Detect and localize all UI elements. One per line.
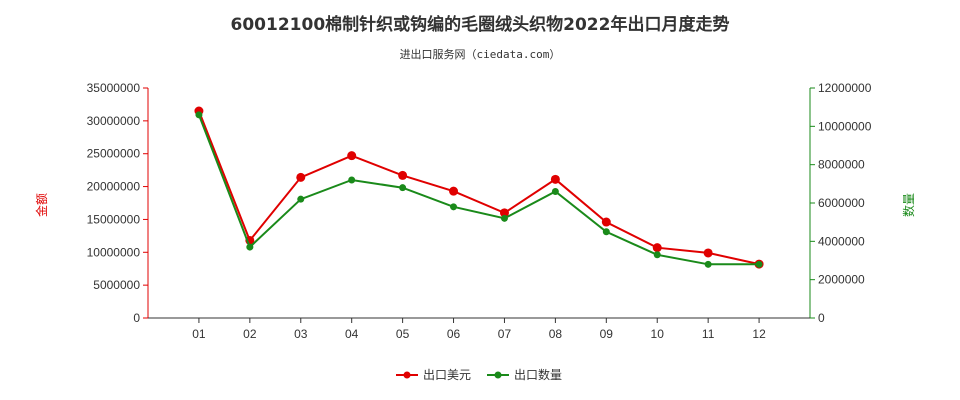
data-point bbox=[500, 214, 508, 222]
left-y-tick-label: 0 bbox=[133, 311, 140, 325]
left-y-tick-label: 35000000 bbox=[87, 81, 141, 95]
right-y-tick-label: 6000000 bbox=[818, 196, 865, 210]
x-tick-label: 06 bbox=[447, 327, 461, 341]
left-y-ticks: 0 5000000 10000000 15000000 20000000 25000000… bbox=[87, 81, 148, 325]
right-y-tick-label: 4000000 bbox=[818, 234, 865, 248]
series-export-quantity bbox=[195, 111, 763, 268]
legend-marker bbox=[403, 371, 411, 379]
right-y-tick-label: 0 bbox=[818, 311, 825, 325]
left-y-tick-label: 25000000 bbox=[87, 147, 141, 161]
right-axis-title: 数量 bbox=[901, 193, 916, 217]
x-tick-label: 01 bbox=[192, 327, 206, 341]
data-point bbox=[653, 251, 661, 259]
legend-label: 出口美元 bbox=[423, 368, 471, 382]
legend-label: 出口数量 bbox=[514, 367, 562, 382]
data-point bbox=[296, 172, 306, 182]
right-y-tick-label: 12000000 bbox=[818, 81, 872, 95]
data-point bbox=[399, 184, 407, 192]
x-tick-label: 03 bbox=[294, 327, 308, 341]
series-line bbox=[197, 114, 760, 266]
data-point bbox=[450, 203, 458, 211]
legend: 出口美元 出口数量 bbox=[396, 367, 562, 382]
left-y-tick-label: 10000000 bbox=[87, 245, 141, 259]
chart-subtitle: 进出口服务网（ciedata.com） bbox=[400, 47, 561, 61]
data-point bbox=[449, 186, 459, 196]
x-tick-label: 09 bbox=[600, 327, 614, 341]
left-y-tick-label: 30000000 bbox=[87, 114, 141, 128]
left-y-tick-label: 5000000 bbox=[93, 278, 140, 292]
legend-marker bbox=[494, 371, 502, 379]
legend-item-export-usd: 出口美元 bbox=[396, 368, 471, 382]
x-tick-label: 12 bbox=[752, 327, 766, 341]
chart-title: 60012100棉制针织或钩编的毛圈绒头织物2022年出口月度走势 bbox=[231, 14, 730, 35]
series-export-usd bbox=[194, 106, 764, 269]
x-tick-label: 11 bbox=[702, 327, 715, 341]
right-y-ticks: 0 2000000 4000000 6000000 8000000 10000000 120… bbox=[810, 81, 872, 325]
legend-item-export-quantity: 出口数量 bbox=[487, 367, 562, 382]
data-point bbox=[755, 260, 763, 268]
right-y-tick-label: 2000000 bbox=[818, 273, 865, 287]
x-tick-label: 05 bbox=[396, 327, 410, 341]
x-tick-label: 07 bbox=[498, 327, 512, 341]
x-tick-label: 02 bbox=[243, 327, 257, 341]
data-point bbox=[704, 260, 712, 268]
data-point bbox=[601, 217, 611, 227]
data-point bbox=[550, 174, 560, 184]
x-tick-label: 04 bbox=[345, 327, 359, 341]
data-point bbox=[347, 151, 357, 161]
data-point bbox=[551, 188, 559, 195]
right-y-tick-label: 10000000 bbox=[818, 119, 872, 133]
data-point bbox=[195, 111, 203, 119]
series-line bbox=[197, 110, 760, 266]
data-point bbox=[297, 195, 305, 203]
x-tick-label: 10 bbox=[651, 327, 665, 341]
x-ticks: 01 02 03 04 05 06 07 08 09 10 11 12 bbox=[192, 318, 766, 341]
data-point bbox=[499, 208, 509, 218]
data-point bbox=[348, 176, 356, 184]
data-point bbox=[703, 248, 713, 258]
data-point bbox=[652, 243, 662, 253]
left-y-tick-label: 15000000 bbox=[87, 212, 141, 226]
right-y-tick-label: 8000000 bbox=[818, 158, 865, 172]
left-axis-title: 金额 bbox=[34, 193, 49, 217]
x-tick-label: 08 bbox=[549, 327, 563, 341]
series-layer bbox=[194, 106, 764, 269]
data-point bbox=[602, 228, 610, 236]
data-point bbox=[246, 243, 254, 251]
data-point bbox=[398, 170, 408, 180]
left-y-tick-label: 20000000 bbox=[87, 180, 141, 194]
